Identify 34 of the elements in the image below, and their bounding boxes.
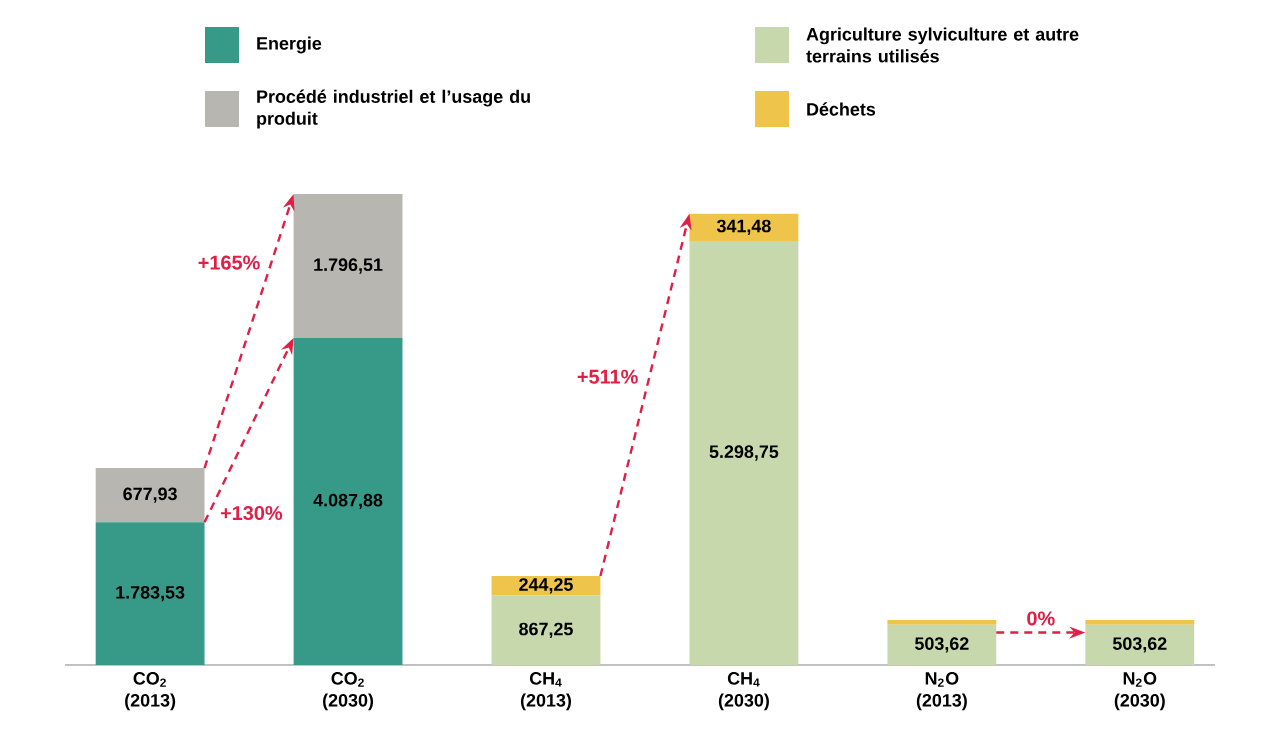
data-label: 677,93: [123, 487, 177, 503]
data-label: 867,25: [519, 622, 573, 638]
x-tick-label: CH$_{4}$ (2013): [520, 672, 572, 711]
data-label: 4.087,88: [313, 493, 383, 510]
legend-label: Déchets: [807, 102, 876, 116]
data-label: 244,25: [519, 578, 573, 594]
bar: [1085, 619, 1195, 625]
x-tick-label: CO$_{2}$ (2030): [323, 672, 374, 711]
x-tick-label: N$_{2}$O (2030): [1114, 672, 1165, 711]
x-tick-label: N$_{2}$O (2013): [916, 672, 967, 711]
bar: [95, 468, 205, 523]
bar: [293, 194, 403, 338]
annotation: 0%: [1027, 611, 1055, 626]
annotation: +511%: [577, 369, 638, 384]
annotation: +130%: [220, 505, 283, 521]
bar: [689, 240, 799, 665]
x-tick-label: CH$_{4}$ (2030): [718, 672, 769, 711]
x-tick-label: CO$_{2}$ (2013): [125, 672, 176, 711]
bar: [293, 337, 403, 665]
bar: [95, 522, 205, 665]
bar: [887, 624, 997, 665]
data-label: 1.783,53: [116, 585, 185, 602]
bar: [1085, 624, 1195, 665]
data-label: 5.298,75: [709, 445, 779, 461]
annotation: +165%: [198, 255, 260, 270]
legend-label: Procédé industriel et l’usage du produit: [257, 89, 530, 129]
data-label: 503,62: [914, 637, 969, 653]
legend-label: Agriculture sylviculture et autre terrains utilisés: [806, 27, 1079, 63]
legend-label: Energie: [257, 36, 322, 54]
bar: [491, 595, 601, 665]
data-label: 1.796,51: [314, 258, 383, 274]
data-label: 503,62: [1112, 637, 1167, 653]
bar: [887, 619, 997, 625]
data-label: 341,48: [716, 219, 771, 235]
